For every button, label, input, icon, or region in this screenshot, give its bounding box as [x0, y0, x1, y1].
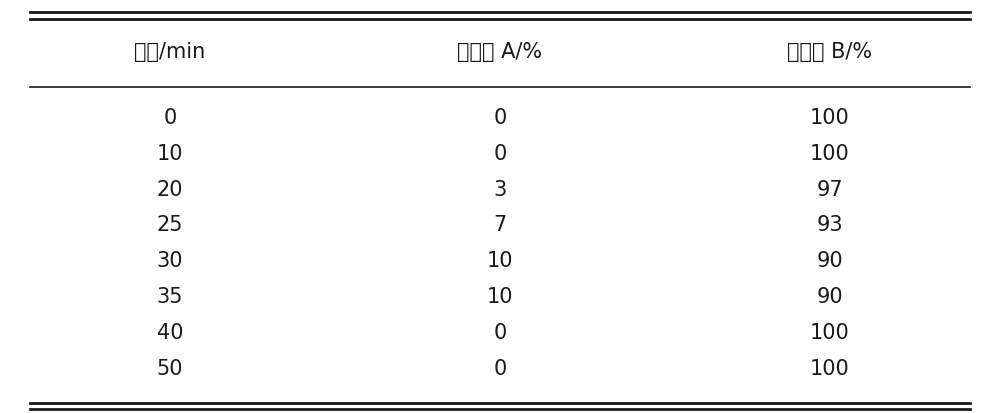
Text: 时间/min: 时间/min	[134, 42, 206, 62]
Text: 97: 97	[817, 180, 843, 199]
Text: 90: 90	[817, 252, 843, 271]
Text: 93: 93	[817, 216, 843, 235]
Text: 0: 0	[493, 359, 507, 379]
Text: 25: 25	[157, 216, 183, 235]
Text: 3: 3	[493, 180, 507, 199]
Text: 100: 100	[810, 144, 850, 164]
Text: 0: 0	[493, 144, 507, 164]
Text: 0: 0	[493, 323, 507, 343]
Text: 100: 100	[810, 323, 850, 343]
Text: 0: 0	[163, 108, 177, 128]
Text: 流动相 B/%: 流动相 B/%	[787, 42, 873, 62]
Text: 20: 20	[157, 180, 183, 199]
Text: 100: 100	[810, 108, 850, 128]
Text: 7: 7	[493, 216, 507, 235]
Text: 10: 10	[487, 252, 513, 271]
Text: 90: 90	[817, 287, 843, 307]
Text: 10: 10	[487, 287, 513, 307]
Text: 30: 30	[157, 252, 183, 271]
Text: 10: 10	[157, 144, 183, 164]
Text: 50: 50	[157, 359, 183, 379]
Text: 35: 35	[157, 287, 183, 307]
Text: 0: 0	[493, 108, 507, 128]
Text: 40: 40	[157, 323, 183, 343]
Text: 流动相 A/%: 流动相 A/%	[457, 42, 543, 62]
Text: 100: 100	[810, 359, 850, 379]
